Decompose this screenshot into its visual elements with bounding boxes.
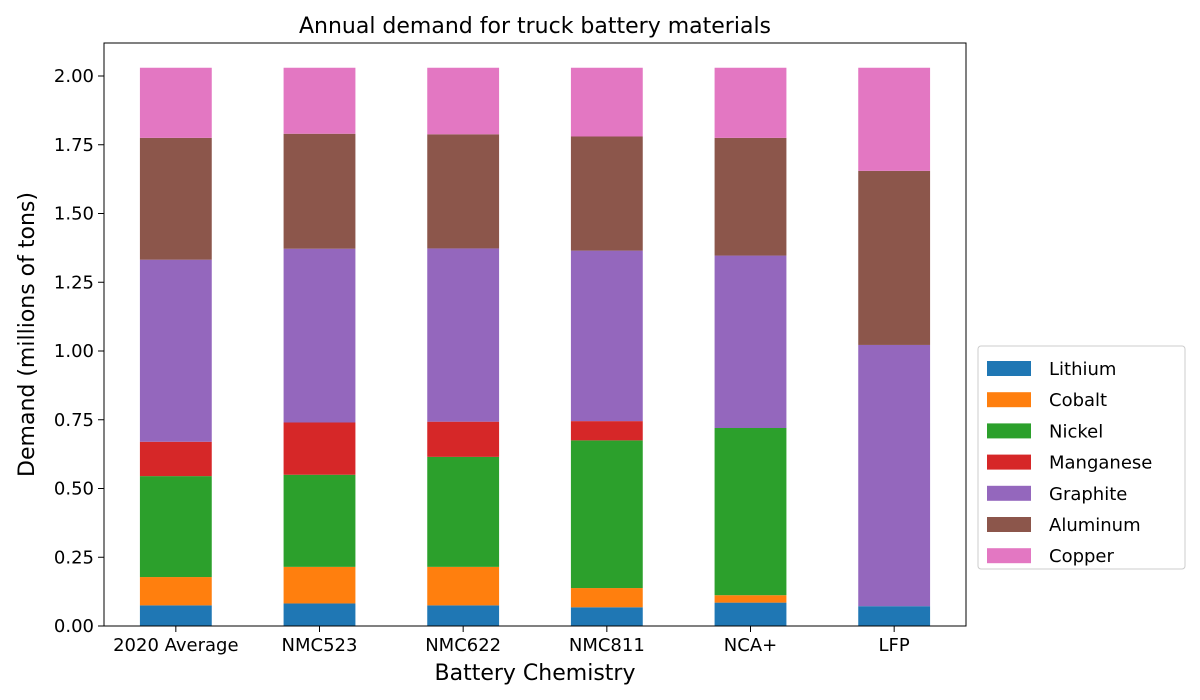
bar-copper-5 [858, 67, 931, 171]
y-tick-label: 0.75 [54, 410, 94, 431]
bar-graphite-2 [427, 248, 500, 422]
bar-copper-3 [570, 67, 643, 137]
bar-graphite-3 [570, 250, 643, 422]
bar-cobalt-4 [714, 595, 787, 603]
legend-swatch-aluminum [987, 517, 1031, 532]
y-tick-label: 1.25 [54, 272, 94, 293]
bar-aluminum-2 [427, 134, 500, 249]
x-axis: 2020 Average NMC523 NMC622 NMC811 NCA+ LFP [113, 626, 910, 656]
bar-copper-0 [139, 67, 212, 138]
bar-nickel-3 [570, 440, 643, 589]
plot-frame [103, 42, 967, 627]
bar-lithium-3 [570, 607, 643, 626]
bar-copper-4 [714, 67, 787, 138]
bar-graphite-5 [858, 344, 931, 607]
bar-manganese-3 [570, 421, 643, 441]
chart-title: Annual demand for truck battery material… [299, 14, 771, 39]
x-tick-label: 2020 Average [113, 635, 238, 656]
bar-aluminum-1 [283, 133, 356, 249]
bar-nickel-1 [283, 474, 356, 567]
y-tick-label: 0.00 [54, 616, 94, 637]
legend-swatch-copper [987, 548, 1031, 564]
bar-cobalt-3 [570, 588, 643, 608]
bar-lithium-0 [139, 605, 212, 626]
y-axis-title: Demand (millions of tons) [15, 192, 40, 477]
bar-manganese-2 [427, 421, 500, 457]
bar-graphite-4 [714, 255, 787, 428]
y-tick-label: 1.75 [54, 135, 94, 156]
bar-manganese-0 [139, 441, 212, 477]
y-tick-label: 1.50 [54, 204, 94, 225]
legend-label-cobalt: Cobalt [1049, 390, 1107, 411]
y-axis: 0.00 0.25 0.50 0.75 1.00 1.25 1.50 1.75 2.00 [54, 66, 104, 637]
bar-manganese-1 [283, 422, 356, 475]
legend-label-aluminum: Aluminum [1049, 515, 1141, 536]
x-tick-label: NMC523 [282, 635, 358, 656]
y-tick-label: 2.00 [54, 66, 94, 87]
legend-swatch-nickel [987, 423, 1031, 439]
legend: Lithium Cobalt Nickel Manganese Graphite Alum… [977, 345, 1186, 570]
bar-lithium-1 [283, 603, 356, 626]
bar-cobalt-0 [139, 577, 212, 606]
bar-lithium-2 [427, 605, 500, 626]
bar-aluminum-0 [139, 137, 212, 260]
bar-nickel-0 [139, 476, 212, 578]
legend-label-graphite: Graphite [1049, 484, 1127, 505]
bar-graphite-1 [283, 248, 356, 423]
bars-group [139, 67, 931, 626]
y-tick-label: 0.50 [54, 479, 94, 500]
x-tick-label: NMC811 [569, 635, 645, 656]
y-tick-label: 0.25 [54, 547, 94, 568]
bar-nickel-4 [714, 428, 787, 596]
bar-aluminum-5 [858, 170, 931, 345]
bar-aluminum-4 [714, 137, 787, 256]
bar-cobalt-2 [427, 566, 500, 606]
x-axis-title: Battery Chemistry [435, 661, 636, 686]
bar-copper-1 [283, 67, 356, 134]
legend-label-copper: Copper [1049, 546, 1115, 567]
x-tick-label: LFP [879, 635, 910, 656]
legend-label-nickel: Nickel [1049, 421, 1103, 442]
x-tick-label: NMC622 [425, 635, 501, 656]
legend-swatch-cobalt [987, 392, 1031, 408]
legend-label-manganese: Manganese [1049, 453, 1152, 474]
bar-lithium-4 [714, 602, 787, 626]
bar-graphite-0 [139, 259, 212, 442]
bar-cobalt-1 [283, 566, 356, 604]
legend-swatch-graphite [987, 485, 1031, 501]
bar-nickel-2 [427, 456, 500, 567]
bar-lithium-5 [858, 606, 931, 626]
bar-copper-2 [427, 67, 500, 135]
y-tick-label: 1.00 [54, 341, 94, 362]
legend-swatch-lithium [987, 361, 1031, 376]
x-tick-label: NCA+ [724, 635, 777, 656]
bar-aluminum-3 [570, 136, 643, 251]
legend-swatch-manganese [987, 454, 1031, 470]
legend-label-lithium: Lithium [1049, 359, 1116, 380]
